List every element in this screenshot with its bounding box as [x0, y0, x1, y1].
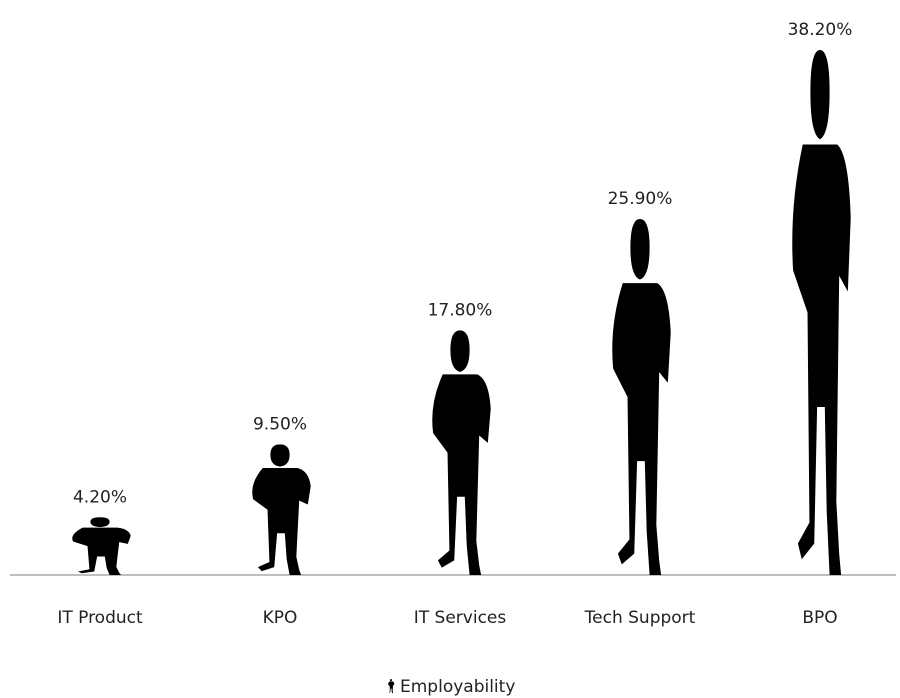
person-icon: [792, 50, 850, 575]
x-tick-label: BPO: [802, 608, 837, 628]
value-label: 38.20%: [788, 20, 853, 40]
page: {"chart_data": {"type": "pictograph", "c…: [0, 0, 900, 698]
chart: 4.20% IT Product 9.50% KPO 17.80% IT Services…: [0, 0, 900, 698]
legend: Employability: [388, 677, 515, 697]
x-tick-label: Tech Support: [584, 608, 696, 628]
person-icon: [432, 330, 490, 575]
value-label: 17.80%: [428, 300, 493, 320]
x-tick-label: KPO: [263, 608, 298, 628]
person-icon: [612, 219, 670, 575]
person-icon: [252, 444, 310, 575]
value-label: 25.90%: [608, 189, 673, 209]
value-label: 4.20%: [73, 487, 127, 507]
person-icon: [72, 517, 130, 575]
x-tick-label: IT Product: [57, 608, 143, 628]
value-label: 9.50%: [253, 414, 307, 434]
legend-icon: [388, 679, 394, 693]
x-tick-label: IT Services: [414, 608, 507, 628]
legend-label: Employability: [400, 677, 515, 697]
